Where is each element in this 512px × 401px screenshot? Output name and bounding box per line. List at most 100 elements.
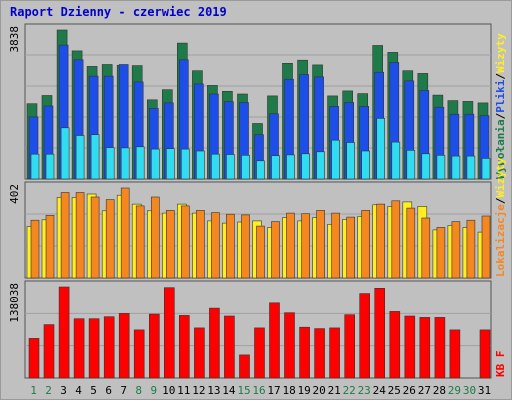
- bar-sites-s1-d29: [451, 221, 461, 279]
- bar-hits-s2-d7: [120, 147, 130, 180]
- bar-kb-s0-d13: [209, 307, 220, 379]
- side-legend-entry: /: [494, 112, 507, 119]
- x-tick-label-28: 28: [433, 384, 446, 397]
- x-tick-label-31: 31: [478, 384, 491, 397]
- y-max-label-kb: 138038: [8, 283, 21, 323]
- bar-kb-s0-d6: [103, 316, 115, 379]
- bar-kb-s0-d11: [179, 315, 190, 379]
- x-tick-label-3: 3: [60, 384, 67, 397]
- x-tick-label-26: 26: [403, 384, 416, 397]
- x-tick-label-9: 9: [150, 384, 157, 397]
- x-tick-label-1: 1: [30, 384, 37, 397]
- bar-sites-s1-d19: [301, 213, 310, 279]
- bar-hits-s2-d2: [45, 153, 55, 180]
- side-legend-entry: Wizyty: [494, 33, 507, 73]
- bar-kb-s0-d31: [479, 329, 491, 379]
- x-axis-labels: 1 2 3 4 5 6 7 8 9 10 11 12 13 14 15 16 17 18 19 20 21 22 23 24 2…: [30, 384, 491, 397]
- bar-sites-s1-d8: [135, 205, 145, 279]
- x-tick-label-16: 16: [252, 384, 265, 397]
- x-tick-label-15: 15: [237, 384, 250, 397]
- bar-hits-s2-d1: [30, 153, 40, 180]
- bar-hits-s2-d3: [60, 127, 70, 180]
- bar-sites-s1-d1: [30, 219, 40, 279]
- bar-sites-s1-d20: [316, 210, 325, 279]
- bar-sites-s1-d24: [376, 203, 386, 279]
- bar-sites-s1-d26: [406, 207, 416, 279]
- bar-kb-s0-d23: [359, 293, 371, 379]
- bar-sites-s1-d22: [346, 216, 356, 279]
- x-tick-label-14: 14: [222, 384, 236, 397]
- bar-hits-s2-d26: [406, 150, 416, 180]
- x-tick-label-8: 8: [135, 384, 142, 397]
- bar-sites-s1-d5: [90, 196, 100, 279]
- bar-hits-s2-d4: [75, 135, 85, 180]
- x-tick-label-18: 18: [282, 384, 295, 397]
- bar-hits-s2-d9: [151, 148, 160, 180]
- x-tick-label-20: 20: [312, 384, 325, 397]
- bar-kb-s0-d15: [239, 354, 250, 379]
- bar-kb-s0-d16: [254, 327, 265, 379]
- x-tick-label-24: 24: [373, 384, 387, 397]
- x-tick-label-30: 30: [463, 384, 476, 397]
- bar-sites-s1-d30: [466, 219, 476, 279]
- side-legend-kb: KB F: [494, 351, 507, 378]
- chart-title: Raport Dzienny - czerwiec 2019: [10, 5, 227, 19]
- x-tick-label-22: 22: [343, 384, 356, 397]
- y-max-label-sites: 402: [8, 184, 21, 204]
- x-tick-label-7: 7: [120, 384, 127, 397]
- bar-sites-s1-d17: [271, 221, 280, 279]
- x-tick-label-17: 17: [267, 384, 280, 397]
- bar-sites-s1-d21: [331, 212, 340, 279]
- bar-sites-s1-d3: [60, 192, 70, 279]
- bar-kb-s0-d4: [73, 318, 85, 379]
- x-tick-label-23: 23: [358, 384, 371, 397]
- bar-hits-s2-d30: [466, 155, 476, 180]
- x-tick-label-11: 11: [177, 384, 190, 397]
- bar-hits-s2-d15: [241, 155, 250, 180]
- bar-hits-s2-d20: [316, 151, 325, 180]
- bar-hits-s2-d27: [421, 153, 431, 180]
- bar-hits-s2-d31: [481, 158, 491, 180]
- bar-sites-s1-d16: [256, 225, 265, 279]
- bar-hits-s2-d18: [286, 154, 295, 180]
- bar-sites-s1-d9: [151, 196, 160, 279]
- bar-kb-s0-d12: [194, 327, 205, 379]
- bar-sites-s1-d25: [391, 200, 401, 279]
- bar-sites-s1-d15: [241, 214, 250, 279]
- side-legend-hits: Wywołania/Pliki/Wizyty: [494, 33, 507, 179]
- side-legend-entry: Lokalizacje: [494, 204, 507, 277]
- bar-sites-s1-d7: [120, 187, 130, 279]
- bar-sites-s1-d27: [421, 217, 431, 279]
- bar-sites-s1-d18: [286, 212, 295, 279]
- bar-kb-s0-d25: [389, 311, 401, 379]
- side-legend-entry: KB F: [494, 351, 507, 378]
- bar-kb-s0-d20: [314, 328, 325, 379]
- bar-hits-s2-d11: [181, 148, 190, 180]
- bar-kb-s0-d2: [43, 324, 55, 379]
- bar-kb-s0-d28: [434, 317, 446, 379]
- bar-hits-s2-d8: [135, 146, 145, 180]
- panel-kb: 138038 KB F: [8, 280, 507, 379]
- bar-sites-s1-d23: [361, 210, 371, 279]
- bar-hits-s2-d12: [196, 150, 205, 180]
- side-legend-sites: Lokalizacje/Wizyty: [494, 157, 507, 277]
- x-tick-label-13: 13: [207, 384, 220, 397]
- bar-kb-s0-d5: [88, 318, 100, 379]
- bar-kb-s0-d19: [299, 326, 310, 379]
- bar-hits-s2-d23: [361, 150, 371, 180]
- bar-sites-s1-d10: [166, 210, 175, 279]
- x-tick-label-12: 12: [192, 384, 205, 397]
- side-legend-entry: Wizyty: [494, 157, 507, 197]
- bar-hits-s2-d29: [451, 155, 461, 180]
- bar-hits-s2-d22: [346, 142, 356, 180]
- bar-kb-s0-d1: [28, 338, 40, 379]
- bar-hits-s2-d25: [391, 141, 401, 180]
- side-legend-entry: Wywołania: [494, 119, 507, 179]
- x-tick-label-25: 25: [388, 384, 401, 397]
- bar-kb-s0-d3: [58, 286, 70, 379]
- bar-hits-s2-d24: [376, 118, 386, 180]
- x-tick-label-21: 21: [328, 384, 341, 397]
- x-tick-label-27: 27: [418, 384, 431, 397]
